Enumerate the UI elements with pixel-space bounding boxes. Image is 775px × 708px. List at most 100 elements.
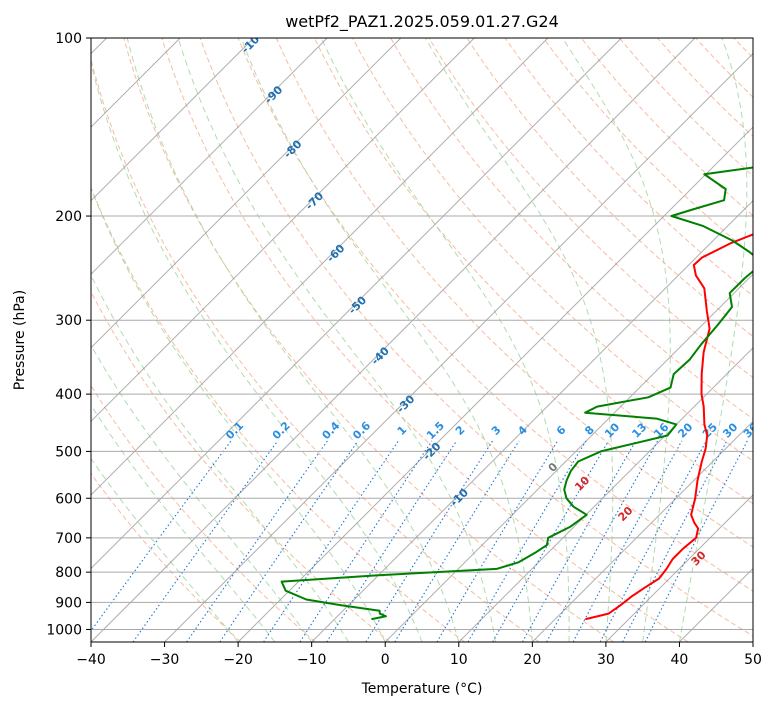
mixing-ratio-label: 6 xyxy=(554,423,569,438)
dry-adiabat xyxy=(237,38,753,592)
isotherm xyxy=(91,38,696,642)
x-tick-label: 0 xyxy=(381,652,390,668)
moist-adiabat xyxy=(91,186,386,642)
x-tick-label: −30 xyxy=(150,652,180,668)
dry-adiabat xyxy=(275,38,753,548)
mixing-ratio-label: 0.6 xyxy=(350,419,373,442)
x-tick-label: −20 xyxy=(223,652,253,668)
mixing-ratio-line xyxy=(572,440,683,642)
isotherm xyxy=(91,38,255,202)
mixing-ratio-line xyxy=(186,440,328,642)
y-tick-label: 1000 xyxy=(46,622,82,638)
y-tick-label: 200 xyxy=(55,209,82,225)
mixing-ratio-line xyxy=(492,440,610,642)
mixing-ratio-label: 10 xyxy=(602,420,622,440)
moist-adiabat xyxy=(177,38,497,642)
isotherm-label: -80 xyxy=(281,137,304,160)
moist-adiabat xyxy=(91,61,423,642)
y-tick-label: 100 xyxy=(55,31,82,47)
isotherm xyxy=(384,273,753,642)
y-tick-label: 600 xyxy=(55,491,82,507)
moist-adiabat xyxy=(424,38,614,642)
x-axis-label: Temperature (°C) xyxy=(361,681,483,697)
isotherm xyxy=(752,641,753,642)
dry-adiabat-label: 40 xyxy=(762,548,775,568)
y-tick-label: 700 xyxy=(55,531,82,547)
dry-adiabat xyxy=(390,38,753,420)
mixing-ratio-line xyxy=(622,440,728,642)
isotherm xyxy=(458,347,753,642)
dry-adiabat xyxy=(313,38,753,505)
moist-adiabat xyxy=(320,38,570,642)
mixing-ratio-line xyxy=(91,440,232,632)
mixing-ratio-label: 30 xyxy=(720,420,740,440)
dry-adiabat xyxy=(161,38,689,642)
mixing-ratio-label: 1 xyxy=(395,423,410,438)
dry-adiabat-label: 20 xyxy=(616,504,636,524)
isotherm-label: -50 xyxy=(346,293,369,316)
dry-adiabat xyxy=(91,290,391,642)
isotherm-label: -20 xyxy=(420,440,443,463)
y-tick-label: 500 xyxy=(55,444,82,460)
isotherm xyxy=(605,494,753,642)
dry-adiabat xyxy=(542,38,753,257)
x-tick-label: 20 xyxy=(523,652,541,668)
y-tick-label: 800 xyxy=(55,565,82,581)
mixing-ratio-label: 3 xyxy=(489,423,504,438)
isotherm-label: -90 xyxy=(262,83,285,106)
isotherm xyxy=(91,38,549,496)
x-tick-label: 40 xyxy=(671,652,689,668)
y-tick-label: 400 xyxy=(55,387,82,403)
mixing-ratio-label: 8 xyxy=(582,423,597,438)
isotherm-label: -70 xyxy=(303,189,326,212)
dry-adiabat xyxy=(91,57,540,642)
dry-adiabat xyxy=(91,186,465,642)
mixing-ratio-line xyxy=(365,440,494,642)
x-tick-label: −10 xyxy=(297,652,327,668)
mixing-ratio-line xyxy=(132,440,279,642)
mixing-ratio-line xyxy=(299,440,433,642)
y-axis-ticks: 100 200 300 400 500 600 700 800 900 1000 xyxy=(46,31,91,638)
mixing-ratio-label: 1.5 xyxy=(424,419,447,442)
mixing-ratio-label: 0.1 xyxy=(223,419,246,442)
isotherm xyxy=(91,38,402,349)
moist-adiabat xyxy=(126,38,460,642)
y-axis-label: Pressure (hPa) xyxy=(12,290,28,390)
mixing-ratio-label: 20 xyxy=(675,420,695,440)
isotherm-label: -40 xyxy=(369,344,392,367)
dry-adiabat xyxy=(199,38,753,637)
dry-adiabat xyxy=(352,38,753,462)
dry-adiabat xyxy=(504,38,753,297)
dewpoint-profile-line xyxy=(280,166,753,620)
mixing-ratio-label: 13 xyxy=(629,421,649,441)
mixing-ratio-line xyxy=(644,440,748,642)
mixing-ratio-label: 0.2 xyxy=(270,419,293,442)
isotherm xyxy=(237,126,753,642)
mixing-ratio-line xyxy=(263,440,399,642)
zero-isotherm-label: 0 xyxy=(546,460,561,475)
isotherm-label: -100 xyxy=(239,27,268,56)
moist-adiabat xyxy=(91,344,313,642)
isotherm xyxy=(91,38,328,275)
moist-adiabat xyxy=(240,38,533,642)
dry-adiabat xyxy=(466,38,753,338)
mixing-ratio-label: 2 xyxy=(453,423,468,438)
isotherm xyxy=(91,38,622,570)
y-tick-label: 900 xyxy=(55,595,82,611)
y-tick-label: 300 xyxy=(55,313,82,329)
moist-adiabat xyxy=(91,457,239,642)
mixing-ratio-line xyxy=(522,440,637,642)
x-tick-label: 10 xyxy=(450,652,468,668)
mixing-ratio-line xyxy=(394,440,520,642)
mixing-ratio-line xyxy=(326,440,458,642)
temperature-profile-line xyxy=(585,233,753,620)
mixing-ratio-line xyxy=(546,440,659,642)
dry-adiabat xyxy=(733,38,753,59)
profile-lines xyxy=(280,166,753,620)
isotherm xyxy=(164,52,753,642)
mixing-ratio-line xyxy=(219,440,359,642)
dry-adiabat xyxy=(428,38,753,378)
x-tick-label: −40 xyxy=(76,652,106,668)
